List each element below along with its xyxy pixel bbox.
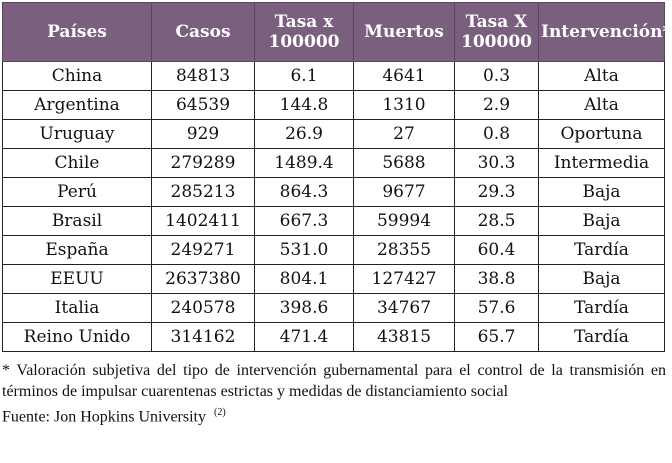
table-cell: 27 <box>353 119 455 149</box>
table-cell: 0.8 <box>454 119 539 149</box>
footnote: * Valoración subjetiva del tipo de inter… <box>2 362 666 400</box>
table-cell: Tardía <box>538 322 665 352</box>
table-cell: 667.3 <box>254 206 354 236</box>
table-row: China 84813 6.1 4641 0.3 Alta <box>2 61 665 91</box>
table-cell: Alta <box>538 61 665 91</box>
table-cell: Intermedia <box>538 148 665 178</box>
table-cell: 30.3 <box>454 148 539 178</box>
table-row: España 249271 531.0 28355 60.4 Tardía <box>2 235 665 265</box>
table-cell: 249271 <box>151 235 255 265</box>
table-cell: EEUU <box>2 264 152 294</box>
table-cell: 64539 <box>151 90 255 120</box>
table-cell: Reino Unido <box>2 322 152 352</box>
column-header: Tasa X 100000 <box>454 2 539 62</box>
table-cell: Perú <box>2 177 152 207</box>
table-cell: 2.9 <box>454 90 539 120</box>
table-cell: 279289 <box>151 148 255 178</box>
table-cell: Baja <box>538 206 665 236</box>
table-cell: 1489.4 <box>254 148 354 178</box>
table-cell: 1310 <box>353 90 455 120</box>
table-cell: 5688 <box>353 148 455 178</box>
table-cell: 34767 <box>353 293 455 323</box>
table-cell: España <box>2 235 152 265</box>
table-cell: 43815 <box>353 322 455 352</box>
source-text: Fuente: Jon Hopkins University <box>2 408 206 426</box>
table-cell: 29.3 <box>454 177 539 207</box>
table-cell: 285213 <box>151 177 255 207</box>
table-figure: Países Casos Tasa x 100000 Muertos Tasa X 1000… <box>2 2 671 427</box>
table-cell: Baja <box>538 177 665 207</box>
table-cell: 127427 <box>353 264 455 294</box>
table-row: Uruguay 929 26.9 27 0.8 Oportuna <box>2 119 665 149</box>
table-cell: Brasil <box>2 206 152 236</box>
column-header: Tasa x 100000 <box>254 2 354 62</box>
table-cell: 144.8 <box>254 90 354 120</box>
table-cell: Argentina <box>2 90 152 120</box>
table-cell: Baja <box>538 264 665 294</box>
table-cell: 531.0 <box>254 235 354 265</box>
table-cell: Tardía <box>538 293 665 323</box>
table-cell: 26.9 <box>254 119 354 149</box>
column-header: Países <box>2 2 152 62</box>
table-row: Chile 279289 1489.4 5688 30.3 Intermedia <box>2 148 665 178</box>
table-cell: 2637380 <box>151 264 255 294</box>
table-cell: 60.4 <box>454 235 539 265</box>
table-cell: Tardía <box>538 235 665 265</box>
covid-data-table: Países Casos Tasa x 100000 Muertos Tasa X 1000… <box>2 2 671 352</box>
column-header: Muertos <box>353 2 455 62</box>
table-cell: 471.4 <box>254 322 354 352</box>
table-cell: 240578 <box>151 293 255 323</box>
source-line: Fuente: Jon Hopkins University (2) <box>2 402 670 427</box>
table-cell: Alta <box>538 90 665 120</box>
table-row: Brasil 1402411 667.3 59994 28.5 Baja <box>2 206 665 236</box>
table-cell: China <box>2 61 152 91</box>
table-cell: 929 <box>151 119 255 149</box>
table-cell: 57.6 <box>454 293 539 323</box>
table-row: Perú 285213 864.3 9677 29.3 Baja <box>2 177 665 207</box>
table-cell: Italia <box>2 293 152 323</box>
table-cell: 314162 <box>151 322 255 352</box>
table-cell: 38.8 <box>454 264 539 294</box>
table-row: EEUU 2637380 804.1 127427 38.8 Baja <box>2 264 665 294</box>
table-cell: 59994 <box>353 206 455 236</box>
column-header: Intervención* <box>538 2 671 62</box>
table-cell: 804.1 <box>254 264 354 294</box>
table-cell: 6.1 <box>254 61 354 91</box>
table-cell: 1402411 <box>151 206 255 236</box>
table-cell: 398.6 <box>254 293 354 323</box>
table-cell: 864.3 <box>254 177 354 207</box>
table-cell: Chile <box>2 148 152 178</box>
table-cell: 0.3 <box>454 61 539 91</box>
table-cell: Uruguay <box>2 119 152 149</box>
column-header: Casos <box>151 2 255 62</box>
table-cell: Oportuna <box>538 119 665 149</box>
table-cell: 28355 <box>353 235 455 265</box>
table-row: Argentina 64539 144.8 1310 2.9 Alta <box>2 90 665 120</box>
table-cell: 84813 <box>151 61 255 91</box>
table-body: China 84813 6.1 4641 0.3 Alta Argentina 64539 14… <box>2 61 665 352</box>
source-reference: (2) <box>214 407 226 418</box>
table-cell: 9677 <box>353 177 455 207</box>
table-cell: 4641 <box>353 61 455 91</box>
table-cell: 65.7 <box>454 322 539 352</box>
table-row: Italia 240578 398.6 34767 57.6 Tardía <box>2 293 665 323</box>
table-header-row: Países Casos Tasa x 100000 Muertos Tasa X 1000… <box>2 2 671 62</box>
table-row: Reino Unido 314162 471.4 43815 65.7 Tardía <box>2 322 665 352</box>
table-cell: 28.5 <box>454 206 539 236</box>
